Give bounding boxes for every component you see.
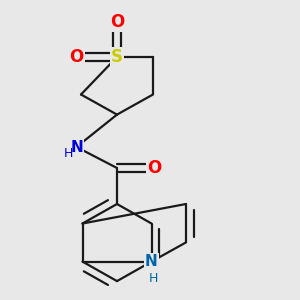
Text: O: O <box>110 13 124 31</box>
Text: N: N <box>145 254 158 269</box>
Text: N: N <box>70 140 83 154</box>
Text: H: H <box>63 147 73 160</box>
Text: S: S <box>111 48 123 66</box>
Text: O: O <box>147 159 162 177</box>
Text: H: H <box>148 272 158 285</box>
Text: O: O <box>69 48 84 66</box>
